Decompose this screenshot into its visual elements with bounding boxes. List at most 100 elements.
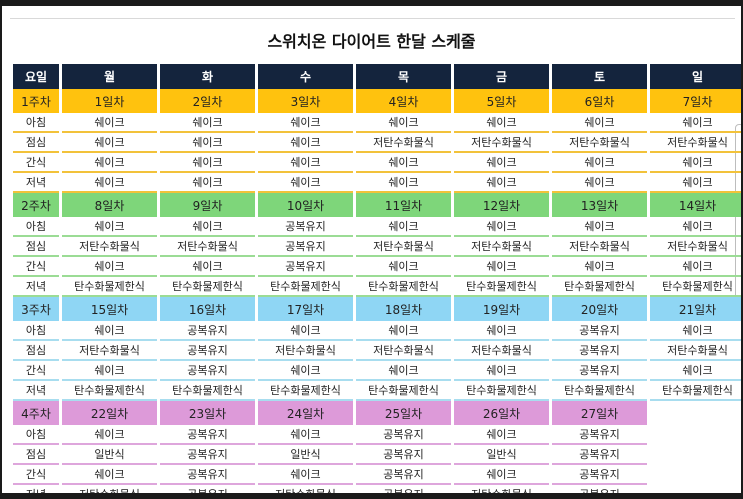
meal-cell: 쉐이크 [258,173,353,193]
meal-row: 점심 저탄수화물식 공복유지 저탄수화물식 저탄수화물식 저탄수화물식 공복유지… [13,341,741,361]
meal-cell: 쉐이크 [62,257,157,277]
meal-cell: 공복유지 [160,445,255,465]
meal-cell: 쉐이크 [258,113,353,133]
day-cell: 13일차 [552,193,647,217]
meal-cell: 탄수화물제한식 [62,381,157,401]
meal-cell: 일반식 [62,445,157,465]
meal-cell: 저탄수화물식 [356,133,451,153]
meal-label: 점심 [13,341,59,361]
meal-cell: 쉐이크 [356,361,451,381]
meal-label: 아침 [13,113,59,133]
meal-cell: 탄수화물제한식 [258,381,353,401]
meal-cell: 공복유지 [160,361,255,381]
header-cell-thu: 목 [356,64,451,89]
meal-cell: 쉐이크 [356,257,451,277]
meal-cell: 저탄수화물식 [650,237,741,257]
meal-label: 저녁 [13,277,59,297]
day-cell: 24일차 [258,401,353,425]
day-cell: 17일차 [258,297,353,321]
week-row-4: 4주차 22일차 23일차 24일차 25일차 26일차 27일차 [13,401,741,425]
empty-cell [650,485,741,493]
meal-cell: 저탄수화물식 [552,237,647,257]
meal-cell: 저탄수화물식 [650,341,741,361]
meal-cell: 일반식 [454,445,549,465]
meal-cell: 쉐이크 [650,257,741,277]
week-label: 3주차 [13,297,59,321]
meal-label: 저녁 [13,173,59,193]
top-divider [10,18,735,19]
meal-row: 간식 쉐이크 쉐이크 쉐이크 쉐이크 쉐이크 쉐이크 쉐이크 [13,153,741,173]
meal-label: 아침 [13,321,59,341]
meal-cell: 쉐이크 [454,113,549,133]
meal-cell: 저탄수화물식 [258,341,353,361]
meal-cell: 탄수화물제한식 [356,277,451,297]
meal-cell: 쉐이크 [552,173,647,193]
meal-cell: 저탄수화물식 [454,133,549,153]
meal-cell: 쉐이크 [258,153,353,173]
meal-cell: 공복유지 [160,321,255,341]
week-label: 4주차 [13,401,59,425]
meal-cell: 쉐이크 [552,257,647,277]
meal-cell: 쉐이크 [62,425,157,445]
week-row-1: 1주차 1일차 2일차 3일차 4일차 5일차 6일차 7일차 [13,89,741,113]
day-cell: 10일차 [258,193,353,217]
meal-cell: 쉐이크 [356,113,451,133]
empty-cell [650,465,741,485]
meal-cell: 저탄수화물식 [62,341,157,361]
day-cell: 26일차 [454,401,549,425]
day-cell: 15일차 [62,297,157,321]
meal-cell: 쉐이크 [160,133,255,153]
day-cell: 11일차 [356,193,451,217]
day-cell: 5일차 [454,89,549,113]
day-cell: 3일차 [258,89,353,113]
meal-cell: 쉐이크 [650,217,741,237]
day-cell: 19일차 [454,297,549,321]
day-cell: 23일차 [160,401,255,425]
meal-cell: 쉐이크 [552,113,647,133]
meal-cell: 저탄수화물식 [356,237,451,257]
meal-label: 간식 [13,465,59,485]
meal-cell: 쉐이크 [454,465,549,485]
meal-label: 저녁 [13,485,59,493]
header-cell-tue: 화 [160,64,255,89]
meal-cell: 탄수화물제한식 [454,277,549,297]
meal-cell: 쉐이크 [552,217,647,237]
meal-cell: 쉐이크 [454,361,549,381]
meal-cell: 저탄수화물식 [454,237,549,257]
meal-row: 저녁 탄수화물제한식 탄수화물제한식 탄수화물제한식 탄수화물제한식 탄수화물제… [13,277,741,297]
meal-cell: 공복유지 [258,217,353,237]
meal-row: 간식 쉐이크 쉐이크 공복유지 쉐이크 쉐이크 쉐이크 쉐이크 [13,257,741,277]
meal-cell: 탄수화물제한식 [356,381,451,401]
day-cell: 8일차 [62,193,157,217]
meal-row: 점심 저탄수화물식 저탄수화물식 공복유지 저탄수화물식 저탄수화물식 저탄수화… [13,237,741,257]
header-cell-dayofweek: 요일 [13,64,59,89]
meal-cell: 쉐이크 [454,173,549,193]
header-cell-sat: 토 [552,64,647,89]
meal-cell: 쉐이크 [650,321,741,341]
meal-row: 아침 쉐이크 공복유지 쉐이크 쉐이크 쉐이크 공복유지 쉐이크 [13,321,741,341]
meal-cell: 쉐이크 [160,257,255,277]
meal-cell: 쉐이크 [356,321,451,341]
meal-row: 간식 쉐이크 공복유지 쉐이크 쉐이크 쉐이크 공복유지 쉐이크 [13,361,741,381]
meal-row: 점심 일반식 공복유지 일반식 공복유지 일반식 공복유지 [13,445,741,465]
meal-cell: 저탄수화물식 [62,485,157,493]
meal-cell: 탄수화물제한식 [650,381,741,401]
meal-row: 아침 쉐이크 공복유지 쉐이크 공복유지 쉐이크 공복유지 [13,425,741,445]
schedule-table: 요일 월 화 수 목 금 토 일 1주차 1일차 2일차 3일차 4일차 5일차… [10,64,741,493]
meal-cell: 쉐이크 [62,153,157,173]
day-cell: 27일차 [552,401,647,425]
meal-cell: 쉐이크 [356,173,451,193]
meal-cell: 저탄수화물식 [552,133,647,153]
meal-cell: 쉐이크 [454,257,549,277]
meal-cell: 쉐이크 [650,173,741,193]
day-cell: 9일차 [160,193,255,217]
meal-cell: 쉐이크 [160,217,255,237]
meal-cell: 공복유지 [356,465,451,485]
meal-cell: 탄수화물제한식 [454,381,549,401]
meal-cell: 탄수화물제한식 [160,381,255,401]
meal-cell: 저탄수화물식 [258,485,353,493]
meal-cell: 저탄수화물식 [454,341,549,361]
day-cell: 12일차 [454,193,549,217]
meal-label: 점심 [13,133,59,153]
meal-cell: 저탄수화물식 [356,341,451,361]
